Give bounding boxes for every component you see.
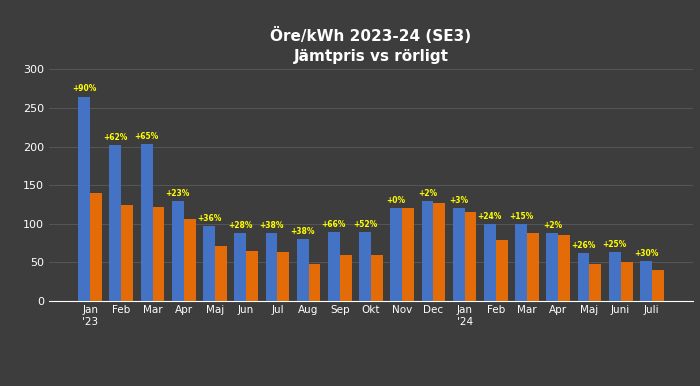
Bar [297,239,309,301]
Bar [203,226,215,301]
Bar [547,233,558,301]
Text: +38%: +38% [259,221,284,230]
Bar [265,233,277,301]
Text: +62%: +62% [103,133,127,142]
Bar [578,253,589,301]
Text: +36%: +36% [197,214,221,223]
Bar [433,203,445,301]
Bar [246,251,258,301]
Text: +52%: +52% [353,220,377,229]
Text: +65%: +65% [134,132,159,141]
Bar [515,224,527,301]
Text: +0%: +0% [386,196,406,205]
Bar [453,208,465,301]
Text: +38%: +38% [290,227,315,236]
Bar [609,252,621,301]
Bar [652,270,664,301]
Bar [371,255,383,301]
Text: +26%: +26% [571,241,596,250]
Bar [309,264,321,301]
Text: +15%: +15% [509,212,533,221]
Title: Öre/kWh 2023-24 (SE3)
Jämtpris vs rörligt: Öre/kWh 2023-24 (SE3) Jämtpris vs rörlig… [270,27,472,64]
Text: +2%: +2% [542,221,562,230]
Bar [640,261,652,301]
Bar [484,224,496,301]
Bar [172,201,184,301]
Text: +30%: +30% [634,249,658,258]
Bar [527,233,539,301]
Bar [121,205,133,301]
Text: +25%: +25% [603,240,627,249]
Bar [141,144,153,301]
Bar [215,246,227,301]
Bar [496,240,508,301]
Text: +2%: +2% [418,189,437,198]
Bar [234,233,246,301]
Bar [78,96,90,301]
Text: +90%: +90% [72,85,97,93]
Text: +24%: +24% [477,212,502,221]
Bar [621,262,633,301]
Bar [90,193,102,301]
Bar [153,207,164,301]
Bar [328,232,340,301]
Bar [359,232,371,301]
Bar [277,252,289,301]
Bar [184,219,195,301]
Bar [465,212,477,301]
Bar [558,235,570,301]
Bar [402,208,414,301]
Text: +3%: +3% [449,196,468,205]
Bar [589,264,601,301]
Text: +28%: +28% [228,221,253,230]
Text: +23%: +23% [166,189,190,198]
Bar [391,208,402,301]
Bar [340,255,351,301]
Bar [421,201,433,301]
Bar [109,145,121,301]
Text: +66%: +66% [322,220,346,229]
